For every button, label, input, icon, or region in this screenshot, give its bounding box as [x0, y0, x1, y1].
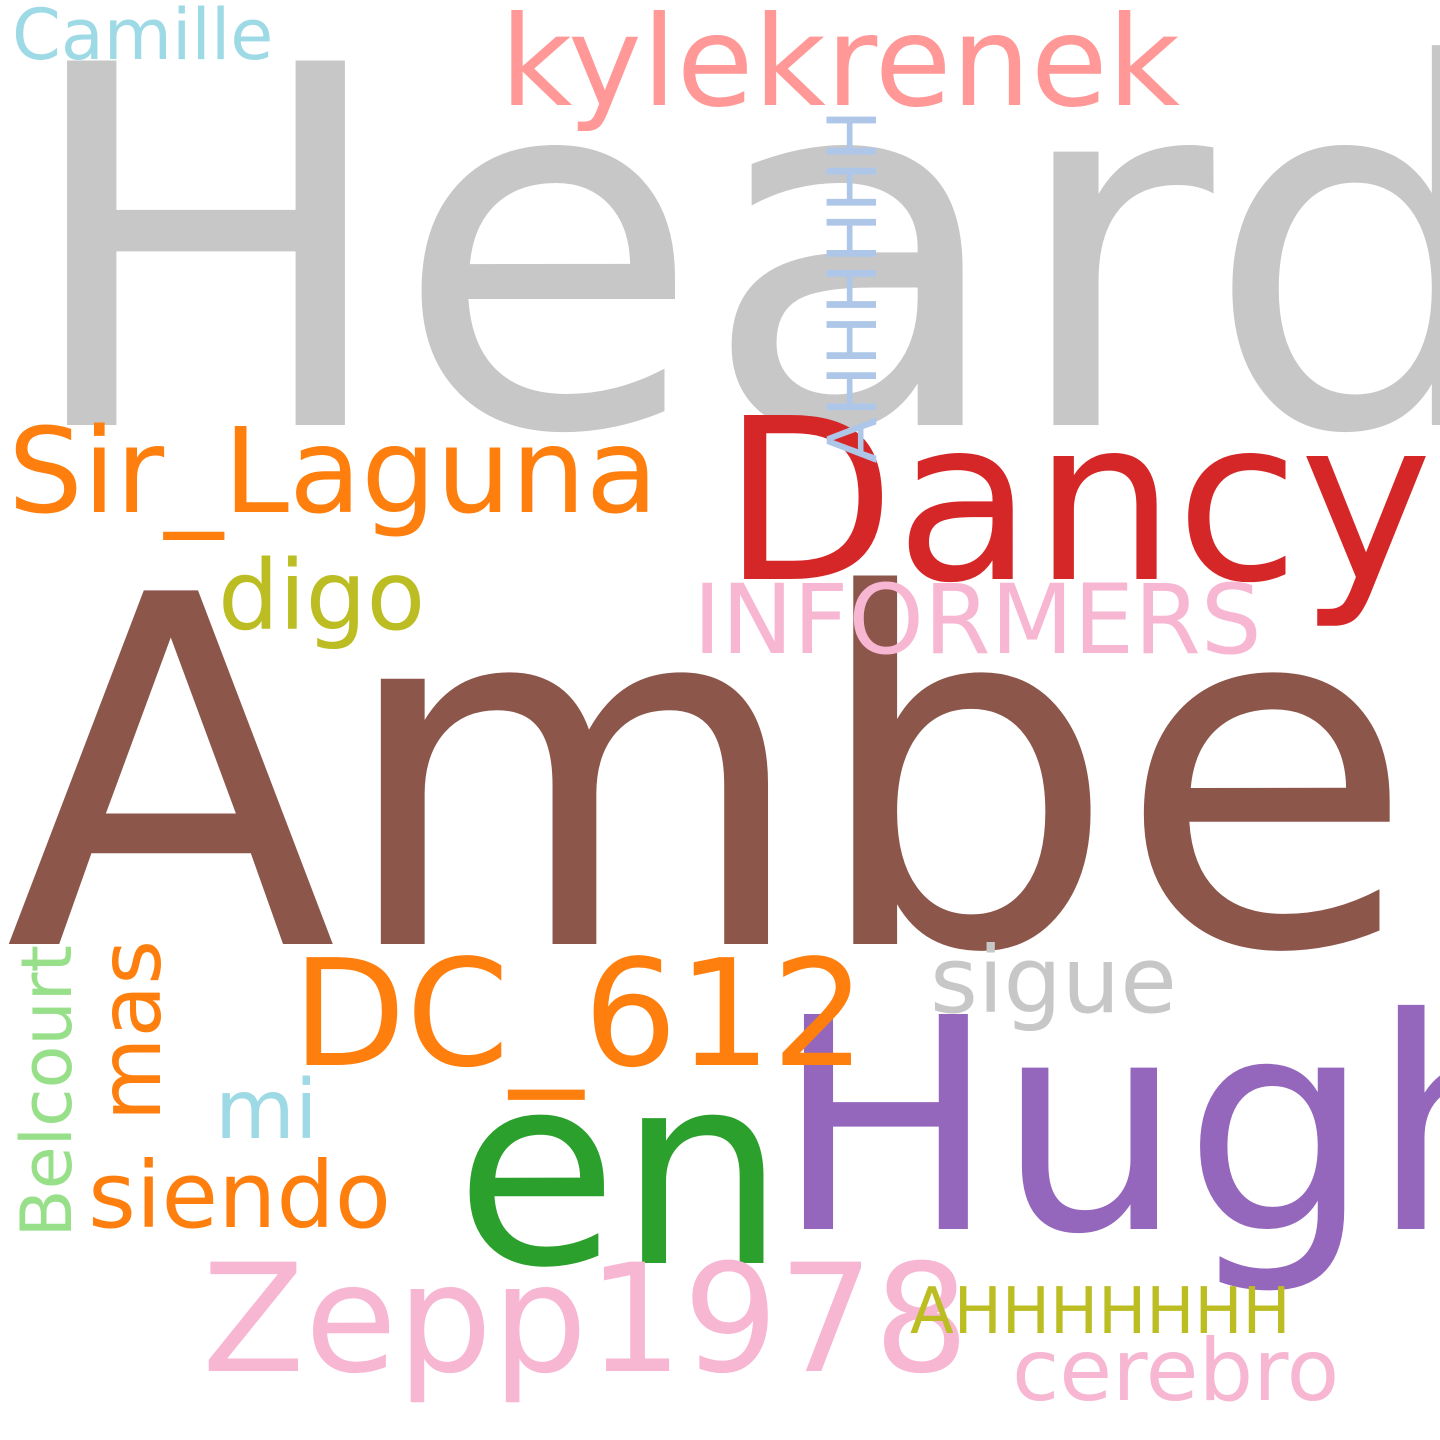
word-kylekrenek: kylekrenek [500, 0, 1180, 135]
word-informers: INFORMERS [693, 564, 1262, 676]
word-hugh: Hugh [775, 955, 1440, 1299]
word-camille: Camille [12, 0, 274, 76]
word-mas: mas [81, 940, 181, 1122]
word-belcourt: Belcourt [6, 945, 88, 1238]
word-ahhhhhhh: AHHHHHHH [910, 1275, 1291, 1349]
word-zepp1978: Zepp1978 [202, 1233, 970, 1407]
word-dc-612: DC_612 [292, 928, 866, 1100]
word-heard: Heard [18, 0, 1440, 543]
word-cerebro: cerebro [1012, 1321, 1340, 1421]
word-en: en [455, 1018, 786, 1326]
word-ahhhhhh: AHHHHHH [814, 110, 893, 464]
word-digo: digo [218, 540, 426, 652]
word-mi: mi [215, 1063, 318, 1158]
word-amber: Amber [5, 495, 1440, 1059]
word-siendo: siendo [88, 1142, 392, 1249]
word-dancy: Dancy [722, 371, 1433, 633]
word-sir-laguna: Sir_Laguna [8, 402, 659, 540]
word-sigue: sigue [930, 927, 1177, 1034]
